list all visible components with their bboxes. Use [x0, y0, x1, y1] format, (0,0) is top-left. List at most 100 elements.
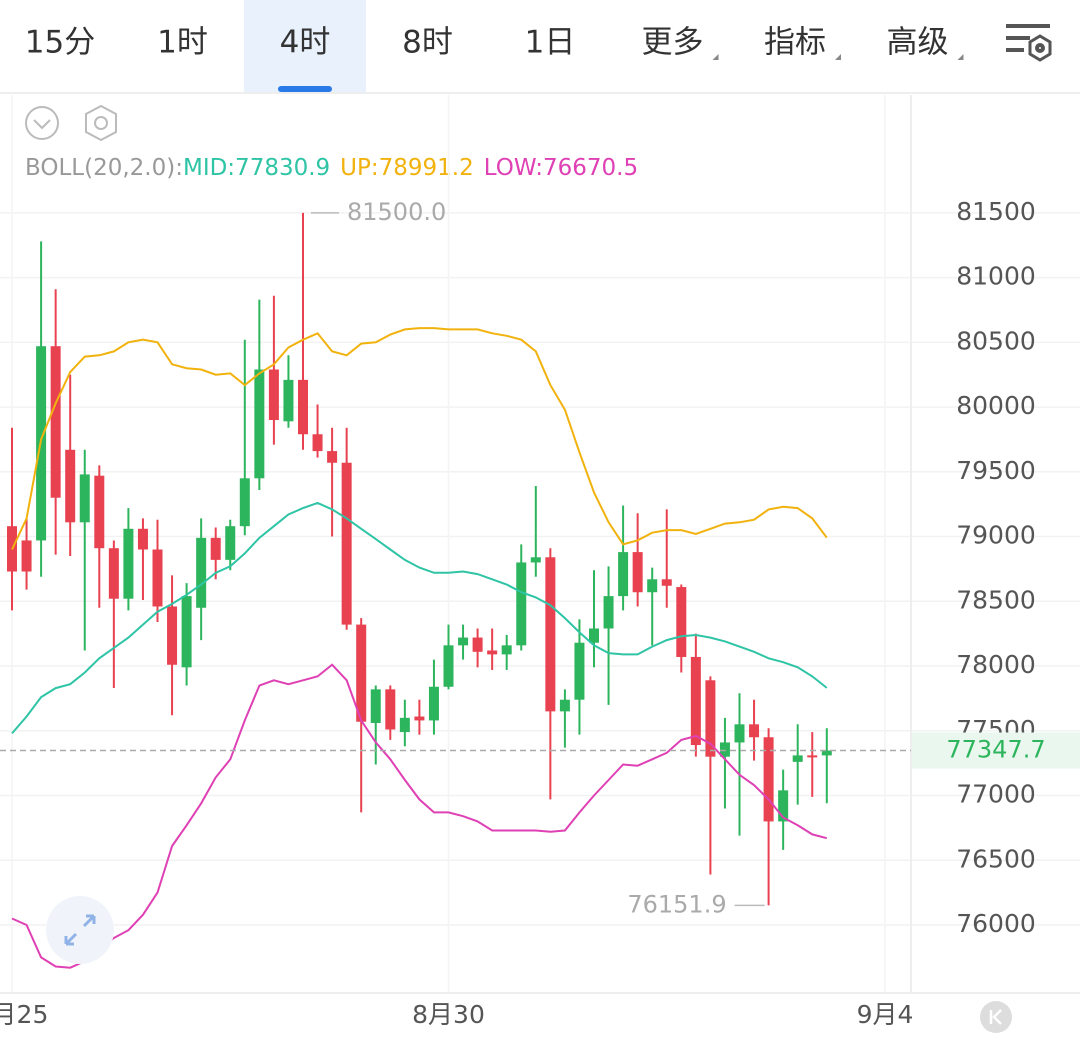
indicator-label: BOLL(20,2.0): — [25, 155, 183, 181]
candle-body — [603, 596, 614, 629]
dropdown-triangle — [712, 54, 719, 60]
indicator-line — [11, 663, 828, 969]
y-tick-label: 80000 — [956, 391, 1036, 420]
candle-body — [225, 526, 236, 560]
candle-body — [458, 637, 469, 646]
tab[interactable]: 1日 — [525, 25, 576, 61]
candle-body — [283, 379, 294, 422]
candle-body — [705, 680, 716, 757]
high-annotation: 81500.0 — [347, 198, 446, 226]
settings-hex-icon[interactable] — [85, 104, 117, 142]
y-tick-label: 76500 — [956, 844, 1036, 873]
tab[interactable]: 1时 — [157, 25, 208, 61]
candle-body — [94, 475, 105, 549]
candle-body — [501, 645, 512, 655]
candle-body — [152, 549, 163, 607]
candle-body — [298, 379, 308, 435]
tab[interactable]: 8时 — [402, 25, 453, 61]
candle-body — [327, 451, 338, 463]
candle-body — [79, 474, 90, 523]
candle-body — [487, 650, 498, 655]
candle-body — [545, 557, 556, 712]
legend-entry: LOW:76670.5 — [484, 155, 638, 181]
candle-body — [196, 537, 207, 608]
candle-body — [807, 755, 818, 758]
low-annotation: 76151.9 — [627, 890, 726, 918]
grid — [0, 95, 1080, 993]
last-price-label: 77347.7 — [946, 736, 1045, 764]
collapse-icon[interactable] — [25, 106, 59, 140]
candle-body — [719, 742, 730, 757]
candle-body — [734, 724, 745, 743]
candle-body — [181, 596, 192, 668]
candle-body — [763, 737, 774, 822]
y-tick-label: 80500 — [956, 326, 1036, 355]
y-tick-label: 81000 — [956, 262, 1036, 291]
y-tick-label: 76000 — [956, 909, 1036, 938]
candle-body — [428, 686, 439, 721]
candle-body — [210, 537, 221, 560]
candle-body — [21, 540, 32, 572]
tab-active-bg — [244, 0, 366, 92]
tab[interactable]: 高级 — [887, 25, 949, 61]
candle-body — [516, 562, 527, 646]
candle-body — [559, 699, 570, 712]
candle-body — [167, 606, 178, 665]
tab-bar: 15分 1时 4时 8时 1日 更多 指标 高级 — [25, 0, 964, 92]
candle-body — [589, 628, 599, 643]
legend-entry: MID:77830.9 — [183, 155, 330, 181]
candle-body — [50, 346, 61, 498]
y-tick-label: 79000 — [956, 521, 1036, 550]
candle-body — [312, 434, 323, 452]
candle-body — [472, 637, 483, 652]
candle-body — [778, 790, 789, 822]
candle-body — [647, 579, 658, 593]
y-axis: 7600076500770007750078000785007900079500… — [956, 197, 1036, 938]
x-tick-label: 8月25 — [0, 1000, 48, 1029]
tab[interactable]: 指标 — [764, 25, 826, 61]
candle-body — [690, 656, 701, 746]
candle-body — [632, 552, 643, 593]
y-tick-label: 81500 — [956, 197, 1036, 226]
dropdown-triangle — [835, 54, 841, 60]
scroll-latest-button[interactable] — [980, 1001, 1012, 1033]
last-price-box — [912, 732, 1080, 769]
y-tick-label: 79500 — [956, 456, 1036, 485]
legend-entry: UP:78991.2 — [340, 155, 474, 181]
candle-body — [268, 369, 279, 421]
candle-body — [370, 689, 381, 724]
settings-icon[interactable] — [1006, 24, 1052, 62]
candle-body — [385, 689, 396, 730]
candle-body — [574, 642, 585, 700]
tab-indicator — [278, 86, 332, 92]
indicator-line — [11, 327, 828, 550]
indicator-legend: BOLL(20,2.0):MID:77830.9 UP:78991.2 LOW:76… — [25, 155, 638, 181]
x-tick-label: 9月4 — [857, 1000, 914, 1029]
expand-button[interactable] — [46, 896, 114, 964]
candle-body — [123, 528, 134, 599]
tab[interactable]: 15分 — [25, 25, 95, 61]
tab[interactable]: 更多 — [642, 25, 704, 61]
candle-body — [676, 587, 687, 657]
candle-body — [792, 755, 803, 762]
candle-body — [108, 548, 119, 599]
candle-body — [399, 717, 410, 733]
candle-body — [530, 557, 541, 563]
dropdown-triangle — [957, 54, 964, 60]
candle-body — [254, 369, 265, 479]
tab[interactable]: 4时 — [280, 25, 331, 61]
candle-body — [749, 724, 760, 738]
candle-body — [618, 552, 629, 597]
y-tick-label: 78000 — [956, 650, 1036, 679]
x-tick-label: 8月30 — [412, 1000, 485, 1029]
candle-body — [239, 478, 250, 527]
candle-body — [661, 579, 672, 586]
candle-body — [821, 750, 832, 756]
indicator-line — [11, 501, 828, 735]
candle-body — [443, 645, 454, 687]
y-tick-label: 77000 — [956, 780, 1036, 809]
plot — [7, 212, 832, 969]
x-axis: 8月25 8月30 9月4 — [0, 1000, 913, 1029]
